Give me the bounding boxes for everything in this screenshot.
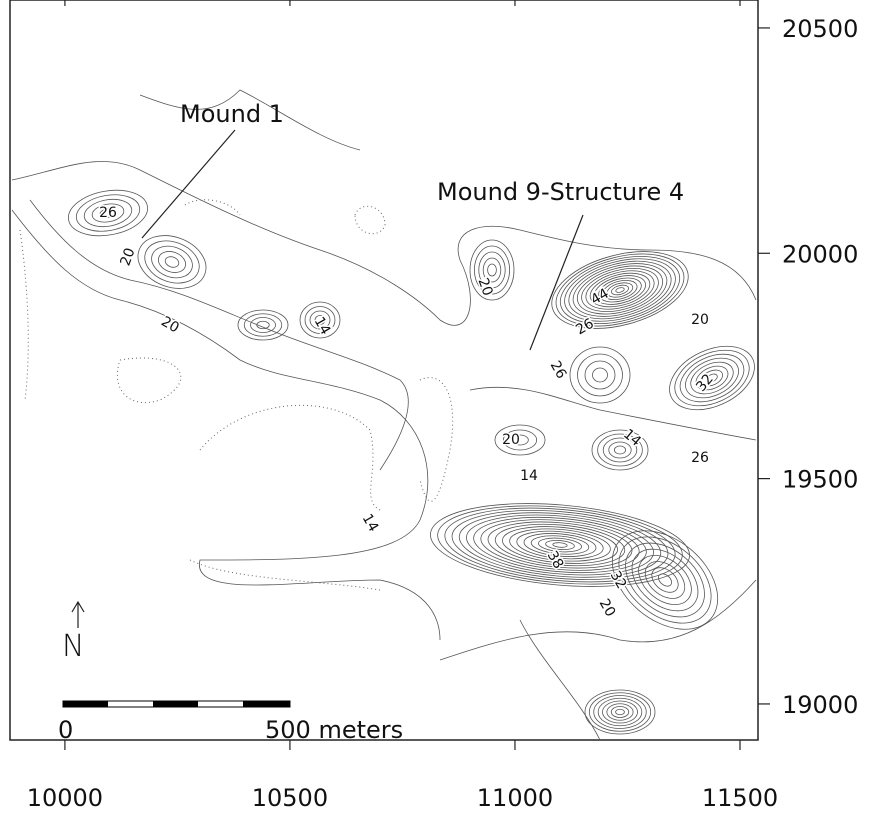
contour-label: 14 (520, 468, 538, 484)
x-tick-label: 10000 (27, 784, 103, 812)
y-tick-label: 20500 (782, 15, 858, 43)
scale-segment (63, 701, 108, 707)
x-tick-label: 10500 (252, 784, 328, 812)
y-tick-label: 19000 (782, 691, 858, 719)
north-label: N (62, 629, 84, 664)
y-tick-label: 20000 (782, 240, 858, 268)
scale-label: 500 meters (265, 716, 403, 744)
scale-segment (243, 701, 290, 707)
x-tick-label: 11500 (702, 784, 778, 812)
contour-label: 20 (502, 432, 520, 448)
map: Mound 1 Mound 9-Structure 4 0 500 meters… (0, 0, 870, 812)
contour-label: 20 (691, 312, 709, 328)
contour-label: 26 (99, 205, 117, 221)
mound-label: Mound 1 (180, 100, 284, 128)
mound-label: Mound 9-Structure 4 (437, 178, 684, 206)
scale-label: 0 (58, 716, 73, 744)
contour-label: 26 (691, 450, 709, 466)
map-frame (10, 0, 758, 740)
y-tick-label: 19500 (782, 466, 858, 494)
scale-segment (153, 701, 198, 707)
x-tick-label: 11000 (477, 784, 553, 812)
